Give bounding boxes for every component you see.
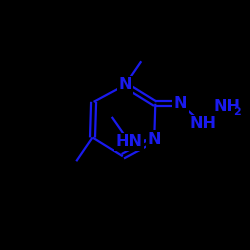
Text: NH: NH	[189, 116, 216, 131]
Text: N: N	[118, 78, 132, 92]
Text: N: N	[148, 132, 161, 147]
Text: NH: NH	[213, 99, 240, 114]
Text: 2: 2	[234, 107, 241, 117]
Text: N: N	[174, 96, 187, 111]
Text: HN: HN	[116, 134, 143, 150]
